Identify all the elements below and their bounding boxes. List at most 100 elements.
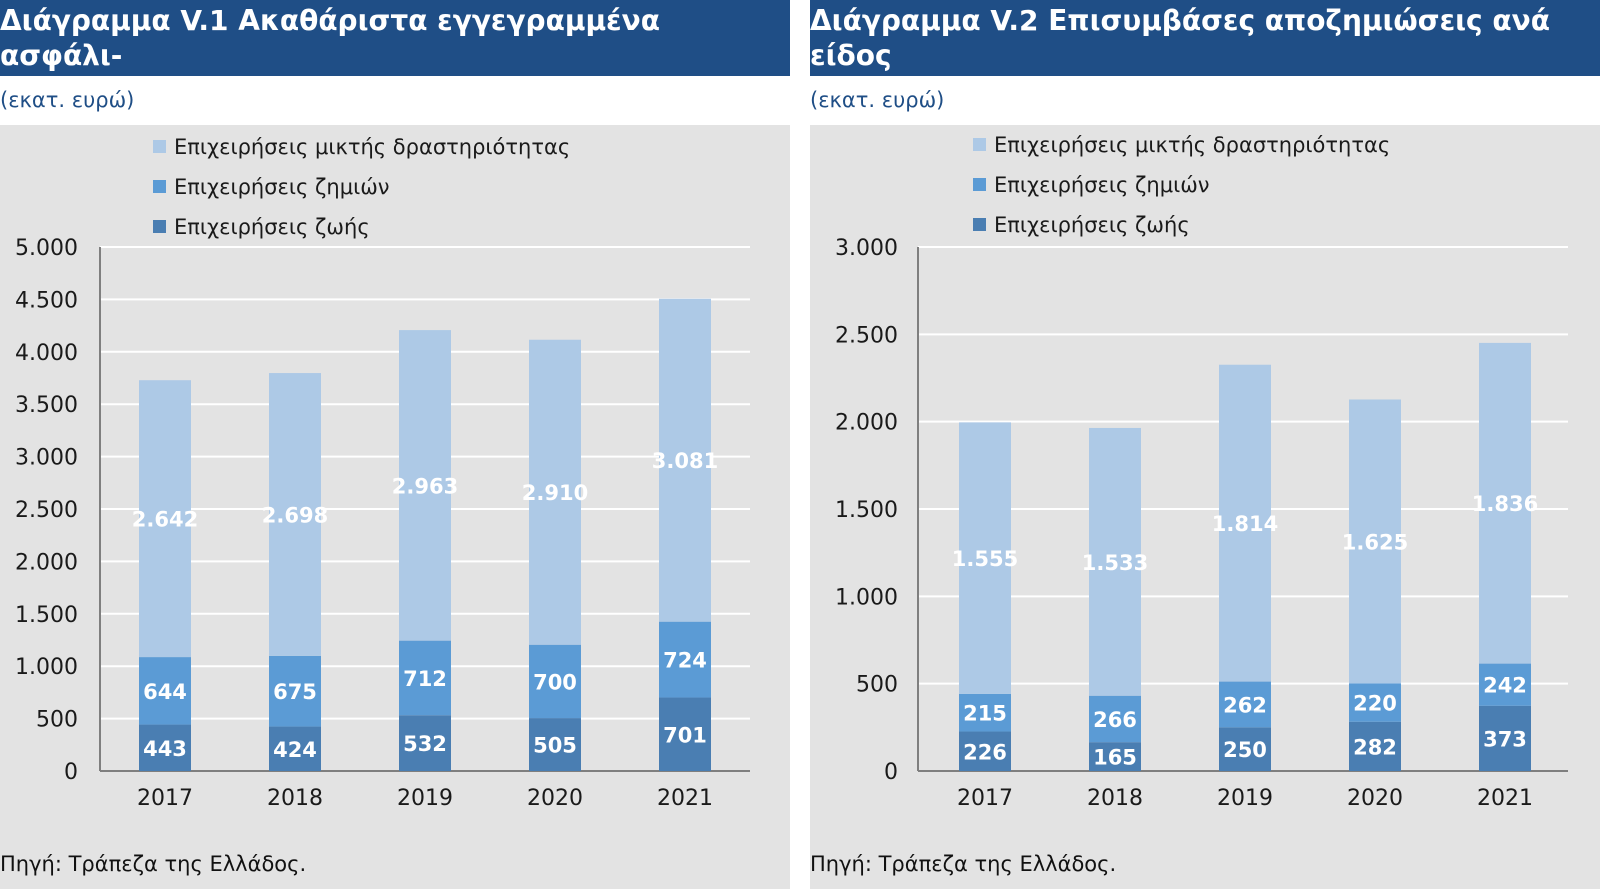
x-tick-label: 2018 [267, 786, 323, 811]
data-label: 3.081 [652, 449, 718, 473]
chart-area-1: 0 500 1.000 1.500 2.000 2.500 3.000 3.500 4.000 4… [0, 125, 790, 839]
y-tick-label: 2.500 [15, 498, 78, 523]
chart-title-1: Διάγραμμα V.1 Ακαθάριστα εγγεγραμμένα ασ… [0, 0, 790, 76]
y-tick-label: 1.000 [835, 585, 898, 610]
units-label-1: (εκατ. ευρώ) [0, 88, 135, 112]
chart-area-2: 0 500 1.000 1.500 2.000 2.500 3.000 226 215 1.555… [810, 125, 1600, 839]
y-tick-label: 2.000 [15, 550, 78, 575]
y-tick-label: 4.500 [15, 288, 78, 313]
legend-swatch [973, 138, 986, 151]
bar-segment [269, 726, 321, 771]
y-tick-label: 0 [64, 760, 78, 785]
bar-segment [1349, 683, 1401, 722]
data-label: 165 [1093, 746, 1137, 770]
bar-segment [1349, 399, 1401, 684]
chart-svg-1: 0 500 1.000 1.500 2.000 2.500 3.000 3.500 4.000 4… [15, 135, 750, 811]
bar-segment [959, 422, 1011, 694]
y-tick-label: 500 [36, 708, 78, 733]
y-tick-label: 1.500 [15, 603, 78, 628]
y-tick-label: 5.000 [15, 236, 78, 261]
legend-label: Επιχειρήσεις μικτής δραστηριότητας [994, 133, 1390, 157]
legend-swatch [153, 140, 166, 153]
data-label: 2.698 [262, 503, 328, 527]
data-label: 443 [143, 737, 187, 761]
data-label: 1.533 [1082, 551, 1148, 575]
bar-segment [1219, 364, 1271, 682]
bar-segment [959, 693, 1011, 732]
bar-segment [1089, 695, 1141, 743]
bar-segment [529, 644, 581, 719]
legend-label: Επιχειρήσεις ζημιών [174, 175, 390, 199]
legend-swatch [973, 218, 986, 231]
bar-segment [1479, 342, 1531, 664]
y-tick-label: 4.000 [15, 341, 78, 366]
data-label: 532 [403, 732, 447, 756]
x-tick-label: 2017 [137, 786, 193, 811]
data-label: 1.555 [952, 547, 1018, 571]
bar-segment [1219, 681, 1271, 728]
x-tick-label: 2021 [657, 786, 713, 811]
y-tick-label: 500 [856, 673, 898, 698]
legend-label: Επιχειρήσεις ζημιών [994, 173, 1210, 197]
bar-segment [1349, 721, 1401, 771]
data-label: 2.910 [522, 481, 588, 505]
source-note-1: Πηγή: Τράπεζα της Ελλάδος. [0, 852, 307, 876]
x-tick-label: 2020 [527, 786, 583, 811]
legend-label: Επιχειρήσεις ζωής [174, 215, 370, 239]
legend-swatch [153, 220, 166, 233]
x-tick-label: 2019 [397, 786, 453, 811]
data-label: 1.625 [1342, 530, 1408, 554]
data-label: 505 [533, 734, 577, 758]
data-label: 1.814 [1212, 512, 1278, 536]
bar-segment [959, 731, 1011, 771]
data-label: 215 [963, 702, 1007, 726]
x-tick-label: 2021 [1477, 786, 1533, 811]
bar-segment [659, 621, 711, 698]
y-tick-label: 1.000 [15, 655, 78, 680]
y-tick-label: 1.500 [835, 498, 898, 523]
source-box-1 [0, 839, 790, 889]
data-label: 242 [1483, 674, 1527, 698]
y-tick-label: 3.000 [15, 446, 78, 471]
bar-segment [1089, 742, 1141, 771]
legend-swatch [973, 178, 986, 191]
chart-title-2: Διάγραμμα V.2 Επισυμβάσες αποζημιώσεις α… [810, 0, 1600, 76]
data-label: 282 [1353, 735, 1397, 759]
data-label: 424 [273, 738, 317, 762]
bar-segment [1479, 663, 1531, 706]
legend-label: Επιχειρήσεις μικτής δραστηριότητας [174, 135, 570, 159]
y-tick-label: 2.500 [835, 323, 898, 348]
bar-segment [529, 339, 581, 645]
y-tick-label: 2.000 [835, 411, 898, 436]
legend-label: Επιχειρήσεις ζωής [994, 213, 1190, 237]
data-label: 644 [143, 680, 187, 704]
data-label: 220 [1353, 692, 1397, 716]
y-tick-label: 3.000 [835, 236, 898, 261]
bar-segment [269, 373, 321, 656]
bar-segment [399, 330, 451, 641]
bar-segment [1089, 427, 1141, 696]
bar-segment [399, 715, 451, 771]
data-label: 373 [1483, 727, 1527, 751]
bar-segment [529, 718, 581, 771]
bar-segment [659, 697, 711, 771]
data-label: 1.836 [1472, 492, 1538, 516]
chart-svg-2: 0 500 1.000 1.500 2.000 2.500 3.000 226 215 1.555… [835, 133, 1568, 811]
data-label: 724 [663, 649, 707, 673]
bar-segment [1479, 705, 1531, 771]
data-label: 701 [663, 723, 707, 747]
units-label-2: (εκατ. ευρώ) [810, 88, 945, 112]
data-label: 266 [1093, 708, 1137, 732]
data-label: 262 [1223, 693, 1267, 717]
source-box-2 [810, 839, 1600, 889]
data-label: 712 [403, 667, 447, 691]
y-tick-label: 3.500 [15, 393, 78, 418]
bar-segment [659, 298, 711, 622]
legend-swatch [153, 180, 166, 193]
data-label: 2.642 [132, 508, 198, 532]
bar-segment [139, 380, 191, 658]
bar-segment [139, 724, 191, 771]
data-label: 700 [533, 670, 577, 694]
x-tick-label: 2020 [1347, 786, 1403, 811]
bar-segment [1219, 727, 1271, 771]
